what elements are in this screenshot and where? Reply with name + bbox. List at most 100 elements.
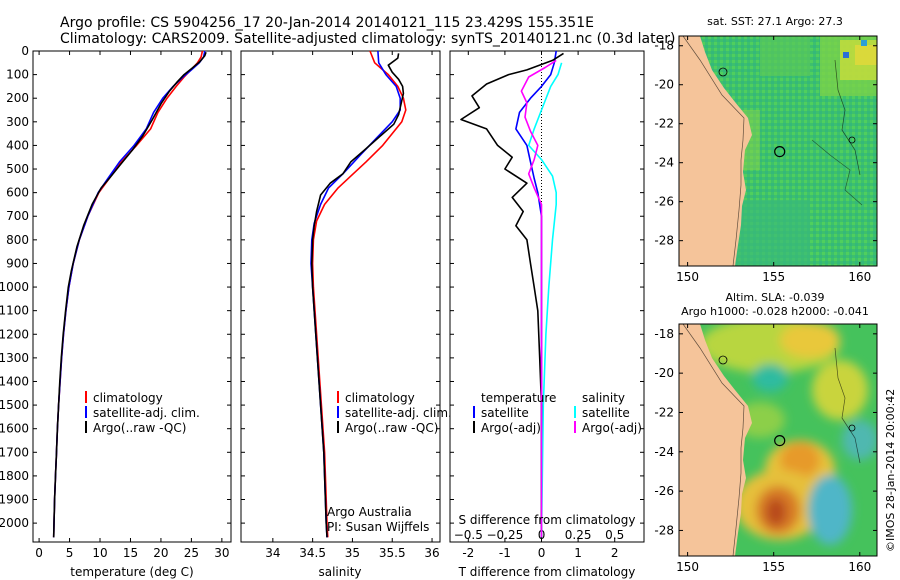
australia-landmass xyxy=(679,324,752,556)
legend-t-argo: Argo(-adj) xyxy=(481,421,541,435)
s-difference-axis: −0.5−0.2500.250.5 xyxy=(454,528,625,542)
lat-tick-label: -22 xyxy=(654,405,674,419)
depth-tick-label: 900 xyxy=(6,256,29,270)
x-tick-label: 20 xyxy=(153,546,168,560)
x-tick-label: 30 xyxy=(214,546,229,560)
depth-tick-label: 1000 xyxy=(0,280,29,294)
lat-tick-label: -24 xyxy=(654,156,674,170)
sla-map-axes: 150 155 160 -18 -20 -22 -24 -26 -28 xyxy=(654,324,877,574)
x-tick-label: 0 xyxy=(35,546,43,560)
legend-s-argo: Argo(-adj) xyxy=(582,421,642,435)
depth-tick-label: 1800 xyxy=(0,469,29,483)
lat-tick-label: -20 xyxy=(654,366,674,380)
legend-climatology: climatology xyxy=(93,391,163,405)
x-tick-label: -2 xyxy=(462,546,474,560)
lat-tick-label: -22 xyxy=(654,117,674,131)
depth-tick-label: 1400 xyxy=(0,374,29,388)
sst-map-image xyxy=(679,36,877,266)
salinity-xlabel: salinity xyxy=(318,565,361,579)
header-line-2: Climatology: CARS2009. Satellite-adjuste… xyxy=(60,31,675,47)
salinity-profiles xyxy=(310,50,407,538)
lat-tick-label: -24 xyxy=(654,445,674,459)
s-tick-label: −0.25 xyxy=(487,528,524,542)
sla-map-title-1: Altim. SLA: -0.039 xyxy=(725,291,824,304)
temperature-panel: 0 100 200 300 400 500 600 700 800 900 1000 1100 1200… xyxy=(0,44,232,579)
temperature-axis: 0 5 10 15 20 25 30 xyxy=(35,51,230,560)
series-temperature-satellite xyxy=(515,50,557,538)
depth-tick-label: 1100 xyxy=(0,304,29,318)
depth-tick-label: 700 xyxy=(6,209,29,223)
x-tick-label: 15 xyxy=(123,546,138,560)
x-tick-label: -1 xyxy=(499,546,511,560)
depth-tick-label: 500 xyxy=(6,162,29,176)
depth-tick-label: 300 xyxy=(6,115,29,129)
series-argo-raw-qc xyxy=(311,53,405,538)
x-tick-label: 5 xyxy=(66,546,74,560)
s-difference-xlabel: S difference from climatology xyxy=(459,513,636,527)
lat-tick-label: -20 xyxy=(654,78,674,92)
lat-tick-label: -18 xyxy=(654,39,674,53)
depth-tick-label: 1500 xyxy=(0,398,29,412)
sst-map-axes: 150 155 160 -18 -20 -22 -24 -26 -28 xyxy=(654,36,877,284)
t-difference-xlabel: T difference from climatology xyxy=(458,565,636,579)
depth-tick-label: 1600 xyxy=(0,422,29,436)
series-salinity-satellite xyxy=(527,62,563,538)
lon-tick-label: 150 xyxy=(676,270,699,284)
depth-tick-label: 1200 xyxy=(0,327,29,341)
depth-axis: 0 100 200 300 400 500 600 700 800 900 1000 1100 1200… xyxy=(0,44,231,530)
annotation-pi: PI: Susan Wijffels xyxy=(327,520,429,534)
header-line-1: Argo profile: CS 5904256_17 20-Jan-2014 … xyxy=(60,15,594,31)
salinity-axis: 34 34.5 35 35.5 36 xyxy=(265,51,440,560)
depth-tick-label: 1900 xyxy=(0,493,29,507)
legend-satellite: satellite-adj. clim. xyxy=(93,406,200,420)
imos-watermark: ©IMOS 28-Jan-2014 20:00:42 xyxy=(884,389,897,552)
lon-tick-label: 160 xyxy=(848,560,871,574)
series-argo-raw-qc xyxy=(52,51,207,538)
x-tick-label: 36 xyxy=(424,546,439,560)
series-temperature-argo-adj xyxy=(460,52,564,538)
difference-depth-ticks xyxy=(450,50,644,524)
lat-tick-label: -26 xyxy=(654,195,674,209)
lon-tick-label: 150 xyxy=(676,560,699,574)
sst-map: sat. SST: 27.1 Argo: 27.3 150 155 160 -18 -2… xyxy=(654,15,878,284)
difference-panel: -2 -1 0 1 2 −0.5 −0.25 0 0.25 0.5 T difference f… xyxy=(449,50,645,579)
sla-map: Altim. SLA: -0.039 Argo h1000: -0.028 h2… xyxy=(654,291,878,574)
legend-argo: Argo(..raw -QC) xyxy=(345,421,438,435)
depth-tick-label: 200 xyxy=(6,91,29,105)
x-tick-label: 34.5 xyxy=(299,546,326,560)
sst-profile-marker xyxy=(774,146,786,158)
depth-tick-label: 2000 xyxy=(0,516,29,530)
sla-map-frame xyxy=(678,323,878,557)
legend-climatology: climatology xyxy=(345,391,415,405)
difference-legend: temperature satellite Argo(-adj) salinit… xyxy=(473,391,642,435)
legend-temperature-title: temperature xyxy=(481,391,556,405)
salinity-axes-frame xyxy=(240,50,441,543)
series-salinity-argo-adj xyxy=(520,59,557,538)
depth-tick-label: 1300 xyxy=(0,351,29,365)
temperature-legend: climatology satellite-adj. clim. Argo(..… xyxy=(85,391,200,435)
x-tick-label: 35.5 xyxy=(379,546,406,560)
salinity-depth-ticks xyxy=(241,50,440,524)
legend-s-satellite: satellite xyxy=(582,406,630,420)
depth-tick-label: 600 xyxy=(6,186,29,200)
annotation-argo-australia: Argo Australia xyxy=(327,505,412,519)
lon-tick-label: 160 xyxy=(848,270,871,284)
sst-map-frame xyxy=(678,35,878,267)
depth-tick-label: 100 xyxy=(6,68,29,82)
depth-tick-label: 800 xyxy=(6,233,29,247)
lat-tick-label: -26 xyxy=(654,484,674,498)
sla-profile-marker xyxy=(774,435,786,447)
legend-t-satellite: satellite xyxy=(481,406,529,420)
t-difference-axis: -2 -1 0 1 2 xyxy=(462,51,619,560)
legend-argo: Argo(..raw -QC) xyxy=(93,421,186,435)
x-tick-label: 2 xyxy=(611,546,619,560)
lat-tick-label: -18 xyxy=(654,327,674,341)
lat-tick-label: -28 xyxy=(654,523,674,537)
legend-satellite: satellite-adj. clim. xyxy=(345,406,452,420)
x-tick-label: 0 xyxy=(538,546,546,560)
sla-map-image xyxy=(679,324,877,556)
depth-tick-label: 400 xyxy=(6,138,29,152)
difference-axes-frame xyxy=(449,50,645,543)
lon-tick-label: 155 xyxy=(762,270,785,284)
